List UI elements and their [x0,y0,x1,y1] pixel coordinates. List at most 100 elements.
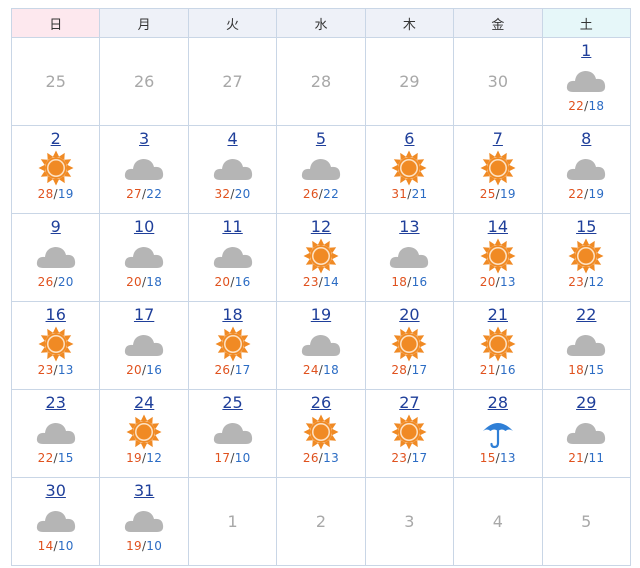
temperature-separator: / [53,539,58,553]
day-link[interactable]: 12 [310,217,332,236]
weekday-header-fri: 金 [453,8,543,38]
temperature-separator: / [407,451,412,465]
calendar-day-cell: 31 19/10 [99,477,189,566]
temperature-range: 19/12 [100,451,187,465]
calendar-cell-outside-month: 26 [99,37,189,126]
temperature-separator: / [53,451,58,465]
day-link[interactable]: 23 [45,393,66,412]
day-link[interactable]: 8 [581,129,592,148]
temperature-range: 22/19 [543,187,630,201]
day-link[interactable]: 1 [581,41,592,60]
day-link[interactable]: 3 [139,129,150,148]
day-link[interactable]: 7 [492,129,503,148]
calendar-day-cell: 5 26/22 [276,125,366,214]
day-link[interactable]: 25 [222,393,243,412]
low-temperature: 21 [411,187,428,201]
calendar-cell-outside-month: 2 [276,477,366,566]
low-temperature: 22 [323,187,340,201]
day-link[interactable]: 15 [576,217,597,236]
day-link[interactable]: 27 [399,393,420,412]
low-temperature: 15 [57,451,74,465]
calendar-cell-outside-month: 27 [187,37,278,126]
calendar-day-cell: 2 28/19 [10,125,101,214]
low-temperature: 18 [323,363,340,377]
day-link[interactable]: 14 [487,217,508,236]
temperature-separator: / [584,451,589,465]
calendar-day-cell: 12 23/14 [276,213,366,302]
day-link[interactable]: 13 [399,217,420,236]
day-link[interactable]: 18 [222,305,243,324]
temperature-range: 22/15 [12,451,99,465]
low-temperature: 17 [411,451,428,465]
temperature-separator: / [230,275,235,289]
temperature-range: 22/18 [543,99,630,113]
day-link[interactable]: 29 [576,393,597,412]
day-link[interactable]: 10 [133,217,155,236]
temperature-range: 26/20 [12,275,99,289]
day-link[interactable]: 20 [399,305,420,324]
calendar-day-cell: 28 15/13 [453,389,543,478]
day-link[interactable]: 19 [310,305,332,324]
cloud-icon [301,335,341,356]
calendar-day-cell: 9 26/20 [10,213,101,302]
temperature-range: 32/20 [189,187,276,201]
temperature-range: 18/15 [543,363,630,377]
cloud-icon [567,71,606,92]
day-link[interactable]: 22 [576,305,597,324]
low-temperature: 13 [499,451,516,465]
temperature-separator: / [495,187,500,201]
high-temperature: 26 [214,363,231,377]
temperature-range: 26/17 [189,363,276,377]
temperature-separator: / [407,187,412,201]
high-temperature: 18 [391,275,408,289]
calendar-day-cell: 7 25/19 [453,125,543,214]
temperature-range: 21/16 [454,363,541,377]
cloud-icon [125,511,164,532]
day-link[interactable]: 21 [487,305,508,324]
calendar-day-cell: 13 18/16 [364,213,455,302]
temperature-separator: / [318,275,324,289]
day-link[interactable]: 16 [45,305,66,324]
day-link[interactable]: 26 [310,393,332,412]
day-link[interactable]: 30 [45,481,66,500]
high-temperature: 23 [302,275,319,289]
temperature-separator: / [584,187,589,201]
day-link[interactable]: 11 [222,217,243,236]
low-temperature: 12 [588,275,605,289]
high-temperature: 20 [126,363,142,377]
calendar-day-cell: 1 22/18 [541,37,632,126]
high-temperature: 26 [302,187,319,201]
day-link[interactable]: 9 [50,217,61,236]
low-temperature: 16 [411,275,428,289]
sun-icon [38,326,74,362]
cloud-icon [125,335,164,356]
day-link[interactable]: 24 [133,393,155,412]
day-link[interactable]: 4 [227,129,238,148]
temperature-range: 24/18 [277,363,364,377]
temperature-separator: / [584,363,589,377]
temperature-separator: / [495,451,500,465]
temperature-separator: / [141,187,147,201]
sun-icon [480,326,516,362]
day-link[interactable]: 2 [50,129,61,148]
day-link[interactable]: 28 [487,393,508,412]
temperature-range: 19/10 [100,539,187,553]
day-link[interactable]: 6 [404,129,415,148]
low-temperature: 16 [499,363,516,377]
calendar-cell-outside-month: 4 [453,477,543,566]
day-link[interactable]: 17 [133,305,155,324]
day-link[interactable]: 5 [315,129,327,148]
temperature-separator: / [141,363,147,377]
temperature-range: 27/22 [100,187,187,201]
high-temperature: 22 [568,99,585,113]
temperature-separator: / [584,99,589,113]
high-temperature: 19 [126,451,142,465]
weekday-header-mon: 月 [99,8,189,38]
outside-month-date: 30 [487,72,508,91]
sun-icon [38,150,74,186]
day-link[interactable]: 31 [133,481,155,500]
weekday-header-row: 日 月 火 水 木 金 土 [10,8,632,38]
calendar-cell-outside-month: 30 [453,37,543,126]
high-temperature: 31 [391,187,408,201]
low-temperature: 19 [499,187,516,201]
